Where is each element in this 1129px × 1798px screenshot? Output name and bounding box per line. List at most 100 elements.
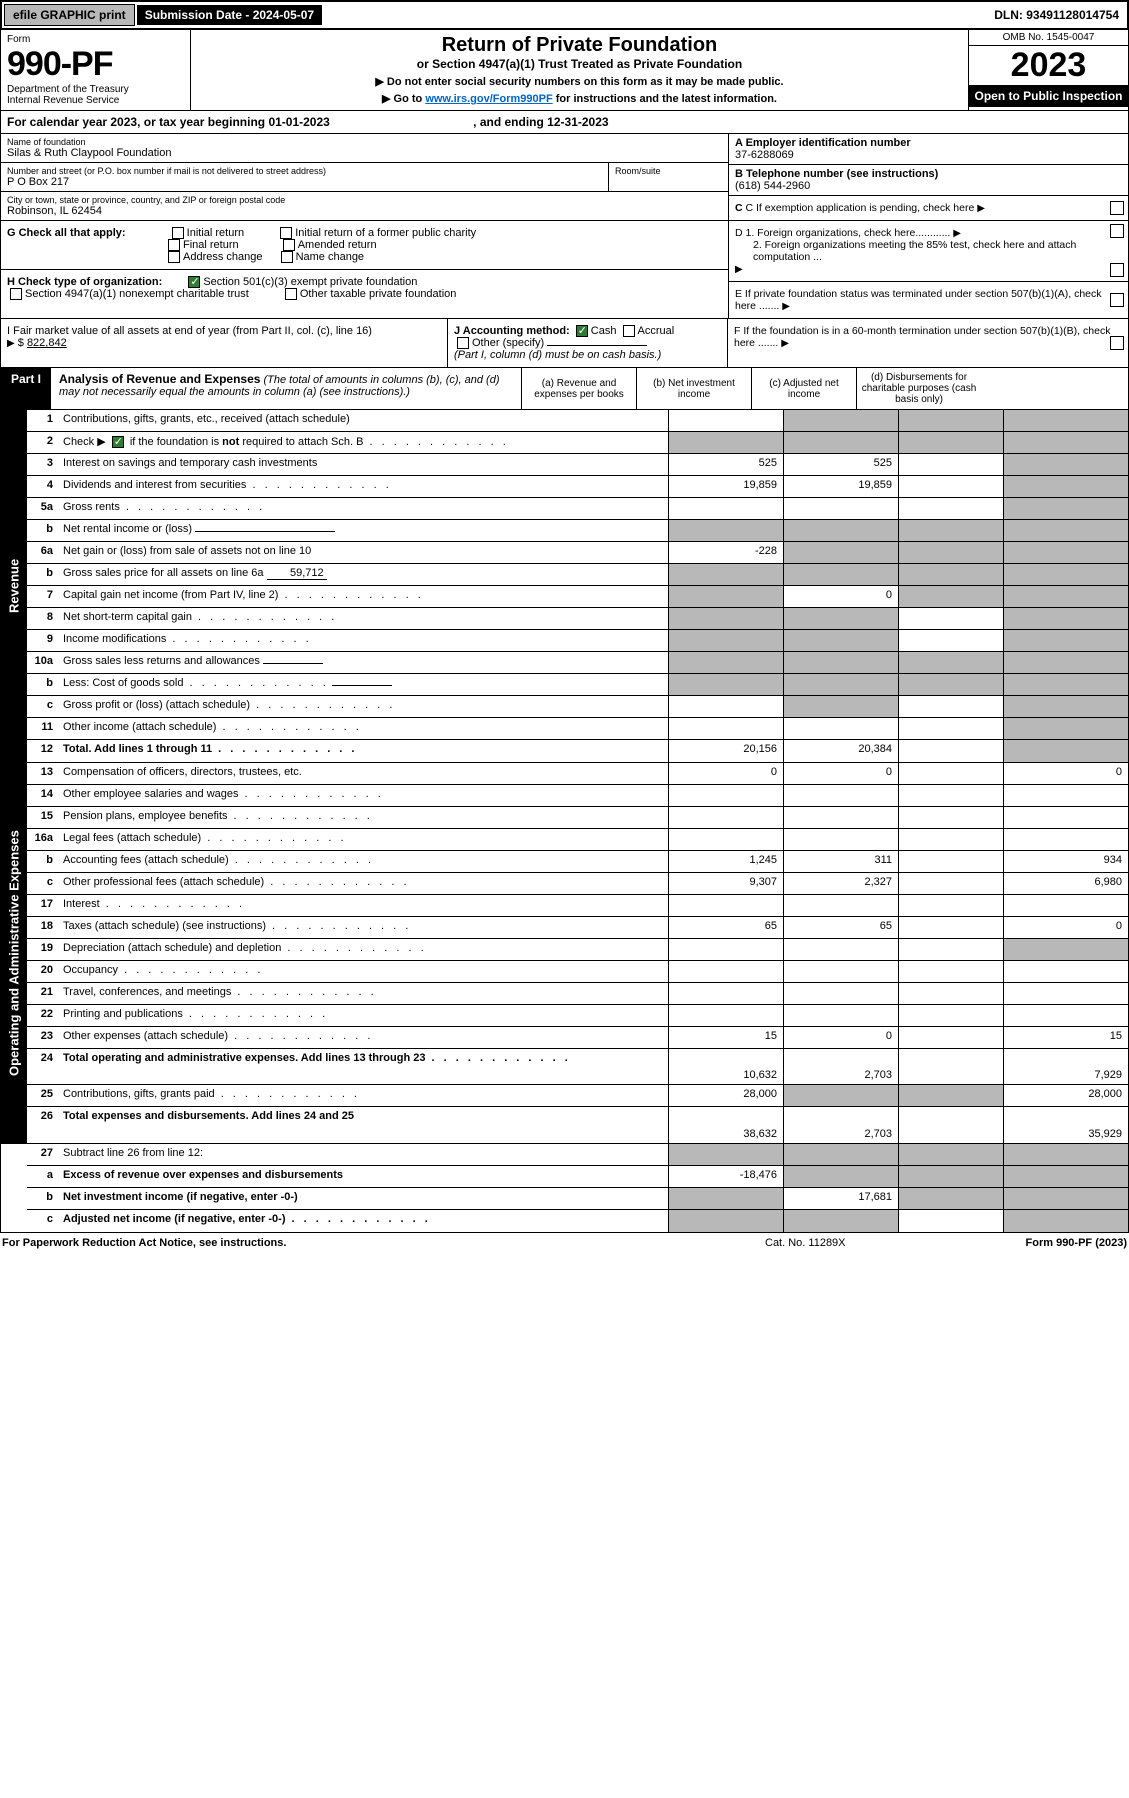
line-label: Net rental income or (loss): [59, 520, 668, 541]
initial-former-checkbox[interactable]: [280, 227, 292, 239]
line-num: 7: [27, 586, 59, 607]
addr-cell: Number and street (or P.O. box number if…: [1, 163, 608, 191]
cell-a: [668, 696, 783, 717]
g-opt-5: Name change: [296, 251, 365, 263]
line-num: a: [27, 1166, 59, 1187]
h-check-row: H Check type of organization: Section 50…: [1, 270, 728, 306]
part1-tag: Part I: [1, 368, 51, 409]
cell-b: [783, 961, 898, 982]
d-row: D 1. Foreign organizations, check here..…: [729, 221, 1128, 282]
header-right: OMB No. 1545-0047 2023 Open to Public In…: [968, 30, 1128, 110]
calendar-year-row: For calendar year 2023, or tax year begi…: [0, 111, 1129, 134]
line-label: Other employee salaries and wages: [59, 785, 668, 806]
cell-c: [898, 1188, 1003, 1209]
cell-b: [783, 564, 898, 585]
line-label: Net short-term capital gain: [59, 608, 668, 629]
h-opt-2: Section 4947(a)(1) nonexempt charitable …: [25, 288, 249, 300]
form-number: 990-PF: [7, 45, 184, 84]
cell-a: 525: [668, 454, 783, 475]
cell-b: 0: [783, 763, 898, 784]
cell-b: 2,703: [783, 1107, 898, 1143]
other-method-checkbox[interactable]: [457, 337, 469, 349]
line-label: Gross rents: [59, 498, 668, 519]
line-num: 9: [27, 630, 59, 651]
line-label: Taxes (attach schedule) (see instruction…: [59, 917, 668, 938]
cell-c: [898, 564, 1003, 585]
name-change-checkbox[interactable]: [281, 251, 293, 263]
line-num: 15: [27, 807, 59, 828]
g-opt-0: Initial return: [187, 227, 244, 239]
c-row: C C If exemption application is pending,…: [729, 196, 1128, 221]
501c3-checkbox[interactable]: [188, 276, 200, 288]
org-info-left: Name of foundation Silas & Ruth Claypool…: [1, 134, 728, 318]
g-opt-1: Initial return of a former public charit…: [295, 227, 476, 239]
final-return-checkbox[interactable]: [168, 239, 180, 251]
cell-a: [668, 961, 783, 982]
sch-b-checkbox[interactable]: [112, 436, 124, 448]
tel-value: (618) 544-2960: [735, 180, 810, 192]
cell-d: [1003, 586, 1128, 607]
cell-d: [1003, 630, 1128, 651]
cell-b: 20,384: [783, 740, 898, 762]
line-num: 27: [27, 1144, 59, 1165]
cell-a: 15: [668, 1027, 783, 1048]
j-cash: Cash: [591, 325, 617, 337]
lbl-not: not: [222, 436, 239, 448]
foundation-name: Silas & Ruth Claypool Foundation: [7, 147, 722, 159]
d1-checkbox[interactable]: [1110, 224, 1124, 238]
cell-c: [898, 961, 1003, 982]
cell-a: [668, 498, 783, 519]
line-num: 3: [27, 454, 59, 475]
cell-c: [898, 652, 1003, 673]
cell-b: [783, 520, 898, 541]
4947a1-checkbox[interactable]: [10, 288, 22, 300]
f-checkbox[interactable]: [1110, 336, 1124, 350]
line-num: 6a: [27, 542, 59, 563]
efile-print-button[interactable]: efile GRAPHIC print: [4, 4, 135, 26]
header-left: Form 990-PF Department of the Treasury I…: [1, 30, 191, 110]
form-subtitle: or Section 4947(a)(1) Trust Treated as P…: [199, 57, 960, 71]
cell-a: [668, 718, 783, 739]
f-text: F If the foundation is in a 60-month ter…: [734, 325, 1110, 349]
cell-c: [898, 608, 1003, 629]
d2-text: 2. Foreign organizations meeting the 85%…: [735, 239, 1122, 263]
ein-label: A Employer identification number: [735, 137, 911, 149]
col-c-head: (c) Adjusted net income: [751, 368, 856, 409]
cell-b: [783, 1166, 898, 1187]
cell-c: [898, 1107, 1003, 1143]
line-num: 4: [27, 476, 59, 497]
cell-d: [1003, 542, 1128, 563]
arrow-icon: [782, 300, 790, 312]
e-checkbox[interactable]: [1110, 293, 1124, 307]
accrual-checkbox[interactable]: [623, 325, 635, 337]
address-change-checkbox[interactable]: [168, 251, 180, 263]
cell-b: 525: [783, 454, 898, 475]
cell-c: [898, 740, 1003, 762]
other-taxable-checkbox[interactable]: [285, 288, 297, 300]
irs-label: Internal Revenue Service: [7, 95, 184, 106]
other-specify-field[interactable]: [547, 345, 647, 346]
tax-year: 2023: [969, 46, 1128, 85]
cell-c: [898, 1166, 1003, 1187]
f-cell: F If the foundation is in a 60-month ter…: [728, 319, 1128, 367]
form-990pf-link[interactable]: www.irs.gov/Form990PF: [425, 93, 552, 105]
cell-a: 65: [668, 917, 783, 938]
cash-checkbox[interactable]: [576, 325, 588, 337]
cell-d: [1003, 718, 1128, 739]
cell-c: [898, 674, 1003, 695]
name-label: Name of foundation: [7, 137, 722, 147]
line-num: 16a: [27, 829, 59, 850]
ssn-warning: ▶ Do not enter social security numbers o…: [199, 75, 960, 88]
cell-b: [783, 498, 898, 519]
tel-label: B Telephone number (see instructions): [735, 168, 938, 180]
initial-return-checkbox[interactable]: [172, 227, 184, 239]
amended-return-checkbox[interactable]: [283, 239, 295, 251]
cell-b: [783, 630, 898, 651]
revenue-table: Revenue 1Contributions, gifts, grants, e…: [0, 410, 1129, 763]
line-label: Other expenses (attach schedule): [59, 1027, 668, 1048]
c-checkbox[interactable]: [1110, 201, 1124, 215]
cell-c: [898, 917, 1003, 938]
expenses-table: Operating and Administrative Expenses 13…: [0, 763, 1129, 1144]
d2-checkbox[interactable]: [1110, 263, 1124, 277]
lbl-b: if the foundation is: [127, 436, 222, 448]
